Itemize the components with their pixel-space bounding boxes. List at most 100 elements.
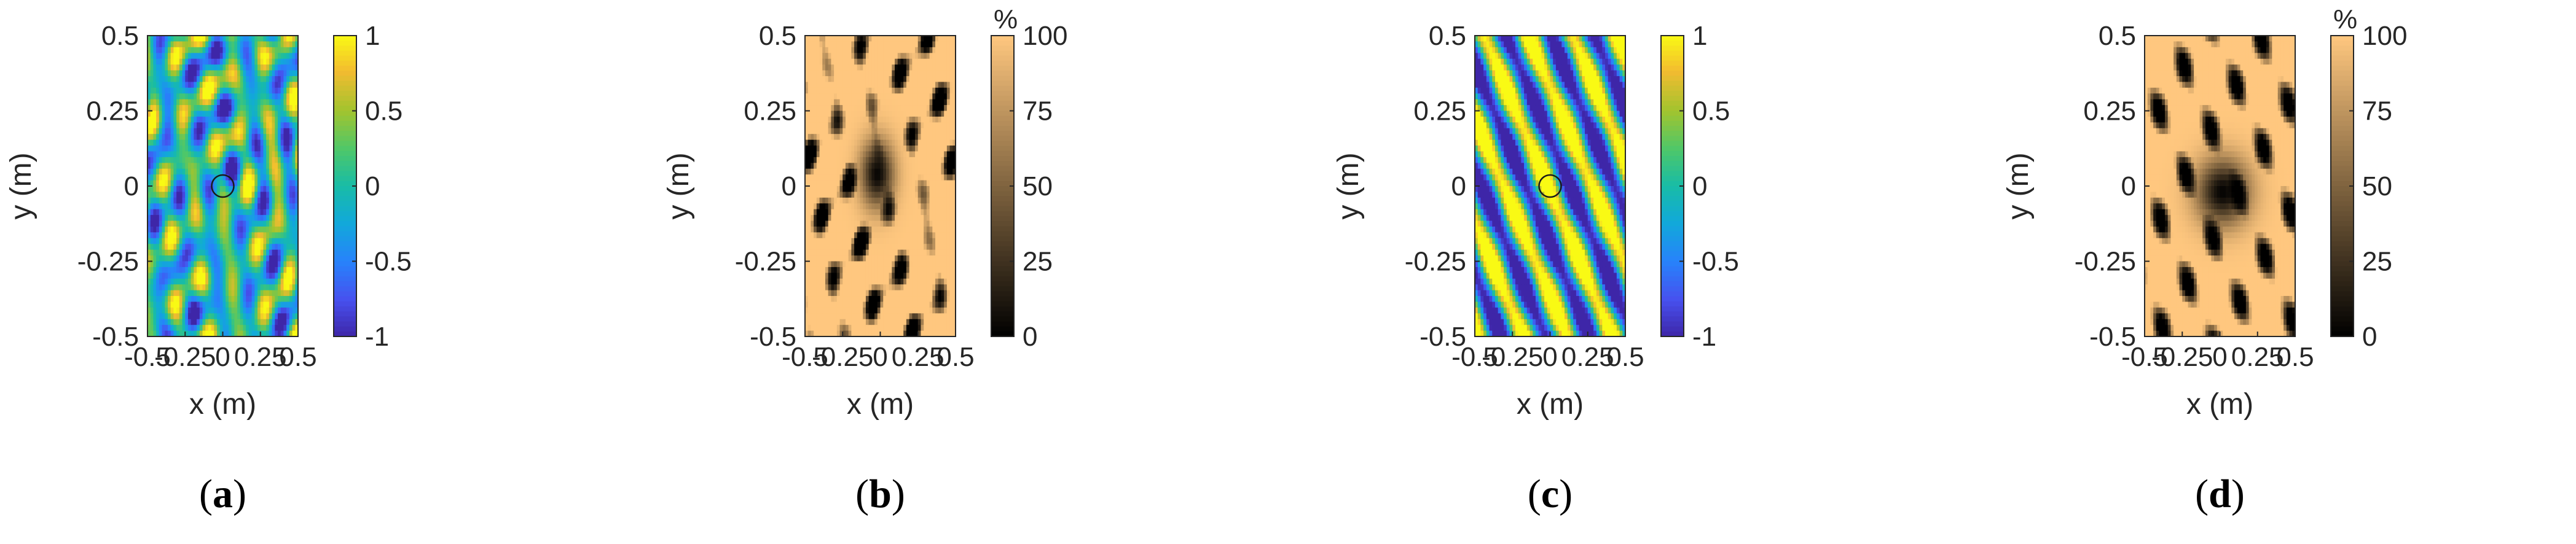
heatmap-cell bbox=[217, 313, 220, 319]
heatmap-cell bbox=[205, 76, 208, 82]
heatmap-cell bbox=[889, 111, 892, 117]
heatmap-cell bbox=[820, 238, 823, 244]
heatmap-cell bbox=[220, 301, 223, 308]
heatmap-cell bbox=[266, 273, 269, 279]
heatmap-cell bbox=[243, 215, 246, 221]
heatmap-cell bbox=[197, 99, 200, 106]
heatmap-cell bbox=[293, 99, 296, 106]
heatmap-cell bbox=[240, 186, 243, 192]
heatmap-cell bbox=[214, 319, 217, 325]
heatmap-cell bbox=[156, 163, 159, 169]
heatmap-cell bbox=[200, 279, 203, 285]
heatmap-cell bbox=[889, 64, 892, 71]
heatmap-cell bbox=[898, 169, 901, 175]
colorbar-segment bbox=[334, 211, 356, 217]
heatmap-cell bbox=[183, 134, 186, 140]
heatmap-cell bbox=[898, 64, 901, 71]
heatmap-cell bbox=[825, 128, 828, 134]
heatmap-cell bbox=[183, 262, 186, 268]
heatmap-cell bbox=[278, 215, 281, 221]
heatmap-cell bbox=[857, 238, 860, 244]
heatmap-cell bbox=[203, 99, 206, 106]
heatmap-cell bbox=[156, 76, 159, 82]
heatmap-cell bbox=[857, 215, 860, 221]
heatmap-cell bbox=[854, 301, 857, 308]
heatmap-cell bbox=[234, 325, 237, 331]
heatmap-cell bbox=[921, 146, 924, 152]
heatmap-cell bbox=[188, 47, 191, 53]
heatmap-cell bbox=[234, 128, 237, 134]
heatmap-cell bbox=[822, 255, 825, 262]
heatmap-cell bbox=[165, 181, 168, 187]
heatmap-cell bbox=[286, 232, 289, 238]
heatmap-cell bbox=[286, 122, 289, 128]
heatmap-cell bbox=[820, 244, 823, 250]
heatmap-cell bbox=[249, 325, 252, 331]
heatmap-cell bbox=[200, 111, 203, 117]
heatmap-cell bbox=[883, 186, 886, 192]
heatmap-cell bbox=[909, 105, 913, 111]
heatmap-cell bbox=[246, 41, 249, 47]
heatmap-cell bbox=[171, 255, 174, 262]
heatmap-cell bbox=[234, 140, 237, 146]
heatmap-cell bbox=[223, 64, 226, 71]
heatmap-cell bbox=[283, 198, 286, 204]
heatmap-cell bbox=[906, 209, 909, 216]
heatmap-cell bbox=[918, 128, 921, 134]
heatmap-cell bbox=[185, 267, 188, 273]
heatmap-cell bbox=[840, 273, 843, 279]
heatmap-cell bbox=[283, 227, 286, 233]
heatmap-cell bbox=[837, 273, 840, 279]
heatmap-cell bbox=[151, 82, 154, 88]
heatmap-cell bbox=[834, 203, 837, 209]
heatmap-cell bbox=[881, 238, 884, 244]
heatmap-cell bbox=[814, 181, 817, 187]
heatmap-cell bbox=[205, 117, 208, 123]
heatmap-cell bbox=[254, 238, 257, 244]
heatmap-cell bbox=[191, 308, 194, 314]
heatmap-cell bbox=[889, 41, 892, 47]
heatmap-cell bbox=[185, 71, 188, 77]
heatmap-cell bbox=[820, 273, 823, 279]
heatmap-cell bbox=[286, 163, 289, 169]
heatmap-cell bbox=[831, 308, 834, 314]
heatmap-cell bbox=[874, 273, 878, 279]
heatmap-cell bbox=[165, 203, 168, 209]
heatmap-cell bbox=[903, 59, 906, 65]
heatmap-cell bbox=[846, 209, 849, 216]
heatmap-cell bbox=[814, 209, 817, 216]
heatmap-cell bbox=[834, 41, 837, 47]
heatmap-cell bbox=[889, 36, 892, 42]
heatmap-cell bbox=[283, 250, 286, 256]
heatmap-cell bbox=[289, 313, 293, 319]
heatmap-cell bbox=[863, 209, 866, 216]
heatmap-cell bbox=[272, 186, 275, 192]
heatmap-cell bbox=[269, 221, 272, 227]
heatmap-cell bbox=[220, 151, 223, 157]
heatmap-cell bbox=[173, 215, 176, 221]
heatmap-cell bbox=[842, 308, 846, 314]
heatmap-cell bbox=[281, 244, 284, 250]
heatmap-cell bbox=[243, 238, 246, 244]
heatmap-cell bbox=[165, 215, 168, 221]
heatmap-cell bbox=[171, 146, 174, 152]
heatmap-cell bbox=[889, 82, 892, 88]
heatmap-cell bbox=[889, 203, 892, 209]
heatmap-cell bbox=[886, 279, 889, 285]
heatmap-cell bbox=[185, 105, 188, 111]
heatmap-cell bbox=[237, 151, 240, 157]
heatmap-cell bbox=[243, 308, 246, 314]
heatmap-cell bbox=[278, 93, 281, 99]
heatmap-cell bbox=[217, 146, 220, 152]
heatmap-cell bbox=[892, 313, 895, 319]
heatmap-cell bbox=[171, 157, 174, 163]
heatmap-cell bbox=[898, 267, 901, 273]
heatmap-cell bbox=[229, 221, 232, 227]
heatmap-cell bbox=[173, 105, 176, 111]
heatmap-cell bbox=[878, 53, 881, 59]
heatmap-cell bbox=[822, 82, 825, 88]
heatmap-cell bbox=[176, 47, 179, 53]
heatmap-cell bbox=[831, 99, 834, 106]
heatmap-cell bbox=[912, 209, 915, 216]
heatmap-cell bbox=[203, 262, 206, 268]
